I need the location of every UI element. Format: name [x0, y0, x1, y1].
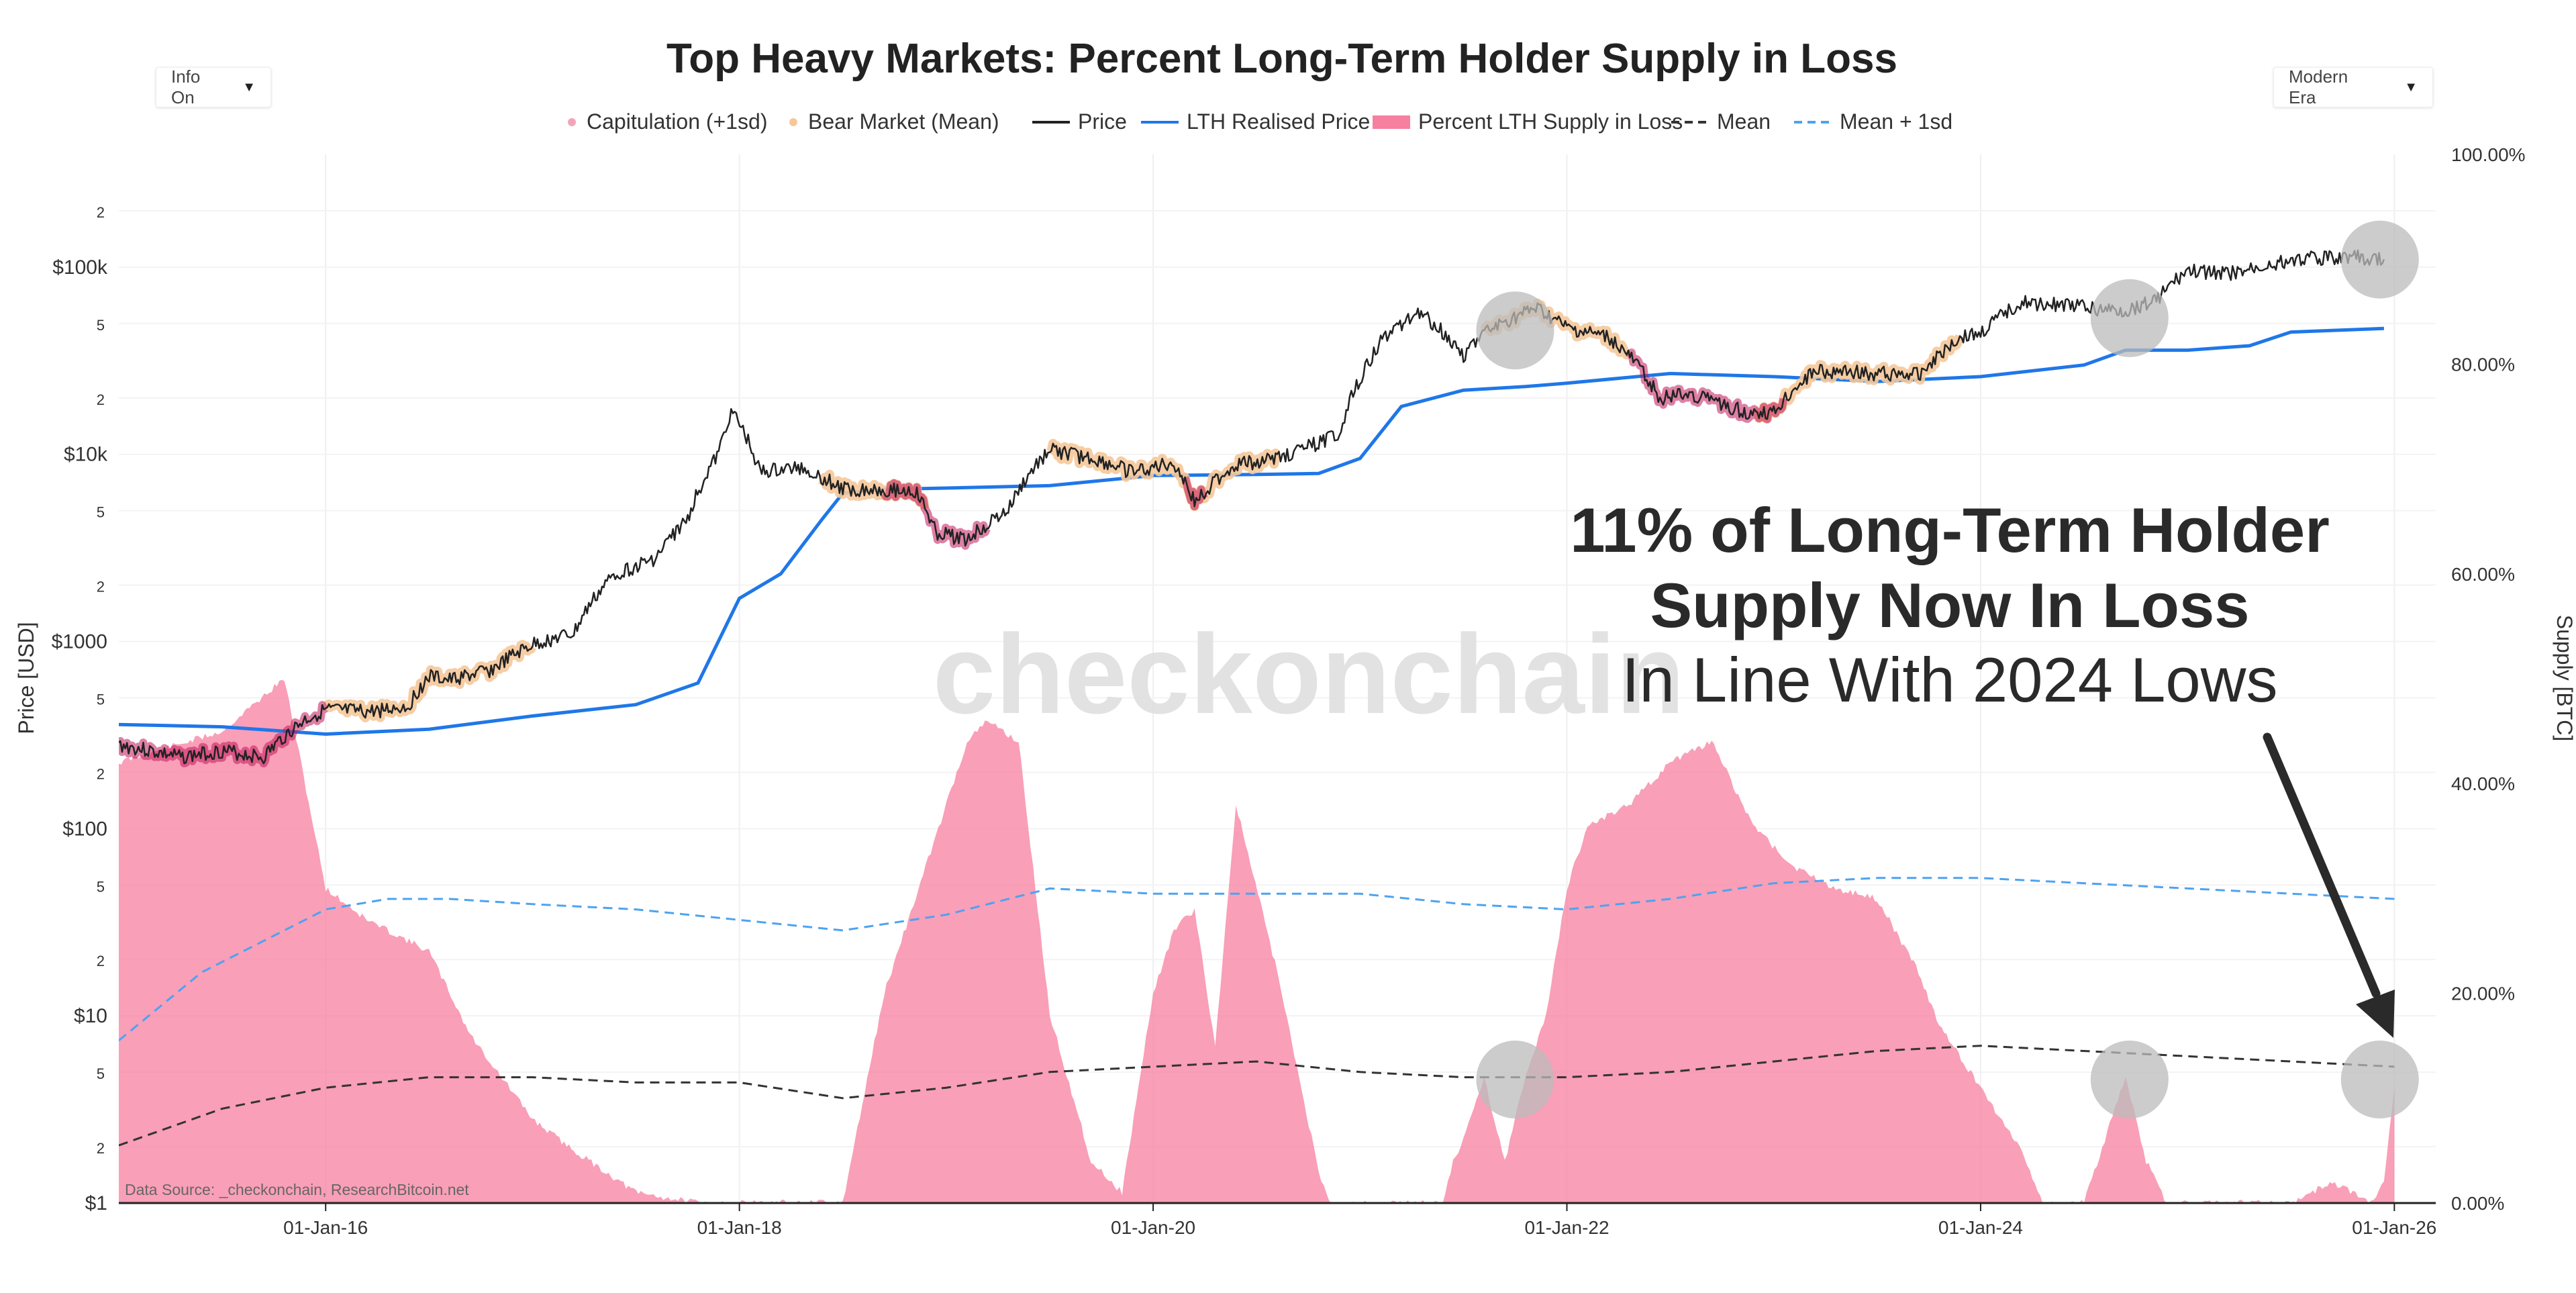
x-tick-label: 01-Jan-16	[283, 1217, 368, 1238]
y-left-tick-label: 2	[97, 1140, 105, 1157]
y-right-tick-label: 0.00%	[2451, 1193, 2504, 1214]
y-left-tick-label: 5	[97, 691, 105, 708]
y-left-tick-label: 2	[97, 953, 105, 969]
y-left-tick-label: 2	[97, 204, 105, 221]
highlight-circles	[1476, 220, 2419, 1118]
y-left-tick-label: $100k	[52, 256, 108, 279]
y-left-tick-label: $100	[62, 818, 107, 840]
chevron-down-icon: ▼	[242, 79, 256, 95]
legend-item[interactable]: Percent LTH Supply in Loss	[1418, 109, 1683, 134]
y-left-tick-label: 5	[97, 504, 105, 521]
highlight-circle-price	[2340, 220, 2419, 299]
annotation-arrow	[2263, 732, 2395, 1038]
y-right-tick-label: 100.00%	[2451, 144, 2526, 165]
highlight-circle-supply	[2340, 1041, 2419, 1118]
highlight-circle-supply	[2090, 1041, 2169, 1118]
chart-title: Top Heavy Markets: Percent Long-Term Hol…	[666, 36, 1897, 82]
x-tick-label: 01-Jan-18	[697, 1217, 782, 1238]
legend-item[interactable]: Bear Market (Mean)	[808, 109, 999, 134]
mean-line	[119, 1045, 2395, 1147]
y-left-tick-label: 5	[97, 317, 105, 334]
y-right-tick-label: 60.00%	[2451, 564, 2515, 585]
legend-item[interactable]: Mean	[1717, 109, 1771, 134]
y-right-tick-label: 80.00%	[2451, 354, 2515, 375]
y-left-tick-label: 2	[97, 765, 105, 782]
legend-item[interactable]: Price	[1078, 109, 1127, 134]
annotation-headline-2: Supply Now In Loss	[1650, 570, 2249, 640]
annotation-subline: In Line With 2024 Lows	[1622, 644, 2277, 715]
info-toggle-label: Info On	[171, 66, 201, 107]
legend-marker	[789, 118, 797, 126]
y-left-tick-label: 5	[97, 1065, 105, 1082]
chevron-down-icon: ▼	[2404, 79, 2418, 95]
legend: Capitulation (+1sd) Bear Market (Mean) Pri…	[568, 109, 1952, 134]
info-toggle-dropdown[interactable]: Info On ▼	[156, 66, 271, 107]
mean-lines-layer	[119, 877, 2395, 1147]
supply-area-layer	[119, 679, 2395, 1203]
era-select-dropdown[interactable]: Modern Era ▼	[2273, 66, 2433, 107]
y-left-tick-label: 5	[97, 878, 105, 895]
legend-item[interactable]: Capitulation (+1sd)	[587, 109, 767, 134]
watermark: checkonchain	[933, 611, 1685, 737]
highlight-circle-supply	[1476, 1041, 1554, 1118]
legend-item[interactable]: Mean + 1sd	[1840, 109, 1952, 134]
y-left-tick-label: $1000	[52, 631, 107, 653]
y-right-tick-label: 20.00%	[2451, 984, 2515, 1004]
y-left-tick-label: 2	[97, 579, 105, 595]
highlight-circle-price	[2090, 279, 2169, 357]
x-tick-label: 01-Jan-20	[1111, 1217, 1195, 1238]
mean-plus-1sd-line	[119, 877, 2395, 1042]
era-select-label: Modern Era	[2289, 66, 2348, 107]
price-lines-layer	[119, 249, 2385, 768]
annotation-headline-1: 11% of Long-Term Holder	[1570, 495, 2330, 565]
y-left-tick-label: $10k	[64, 444, 108, 466]
legend-marker	[568, 118, 576, 126]
x-tick-label: 01-Jan-24	[1938, 1217, 2023, 1238]
y-left-tick-label: 2	[97, 391, 105, 408]
lth-realised-price-line	[119, 326, 2384, 736]
legend-marker	[1373, 115, 1410, 129]
data-source-note: Data Source: _checkonchain, ResearchBitc…	[125, 1181, 469, 1198]
y-left-tick-label: $10	[74, 1005, 107, 1027]
x-tick-label: 01-Jan-26	[2352, 1217, 2436, 1238]
supply-in-loss-area	[119, 679, 2395, 1203]
legend-item[interactable]: LTH Realised Price	[1187, 109, 1370, 134]
y-right-tick-label: 40.00%	[2451, 773, 2515, 794]
x-tick-label: 01-Jan-22	[1524, 1217, 1609, 1238]
y-right-axis-label: Supply [BTC]	[2553, 615, 2576, 742]
highlight-circle-price	[1476, 291, 1554, 370]
price-line	[119, 249, 2385, 765]
y-left-axis-label: Price [USD]	[14, 622, 38, 734]
y-left-tick-label: $1	[85, 1192, 107, 1214]
axes: 01-Jan-16 01-Jan-18 01-Jan-20 01-Jan-22 01-J…	[52, 144, 2526, 1238]
